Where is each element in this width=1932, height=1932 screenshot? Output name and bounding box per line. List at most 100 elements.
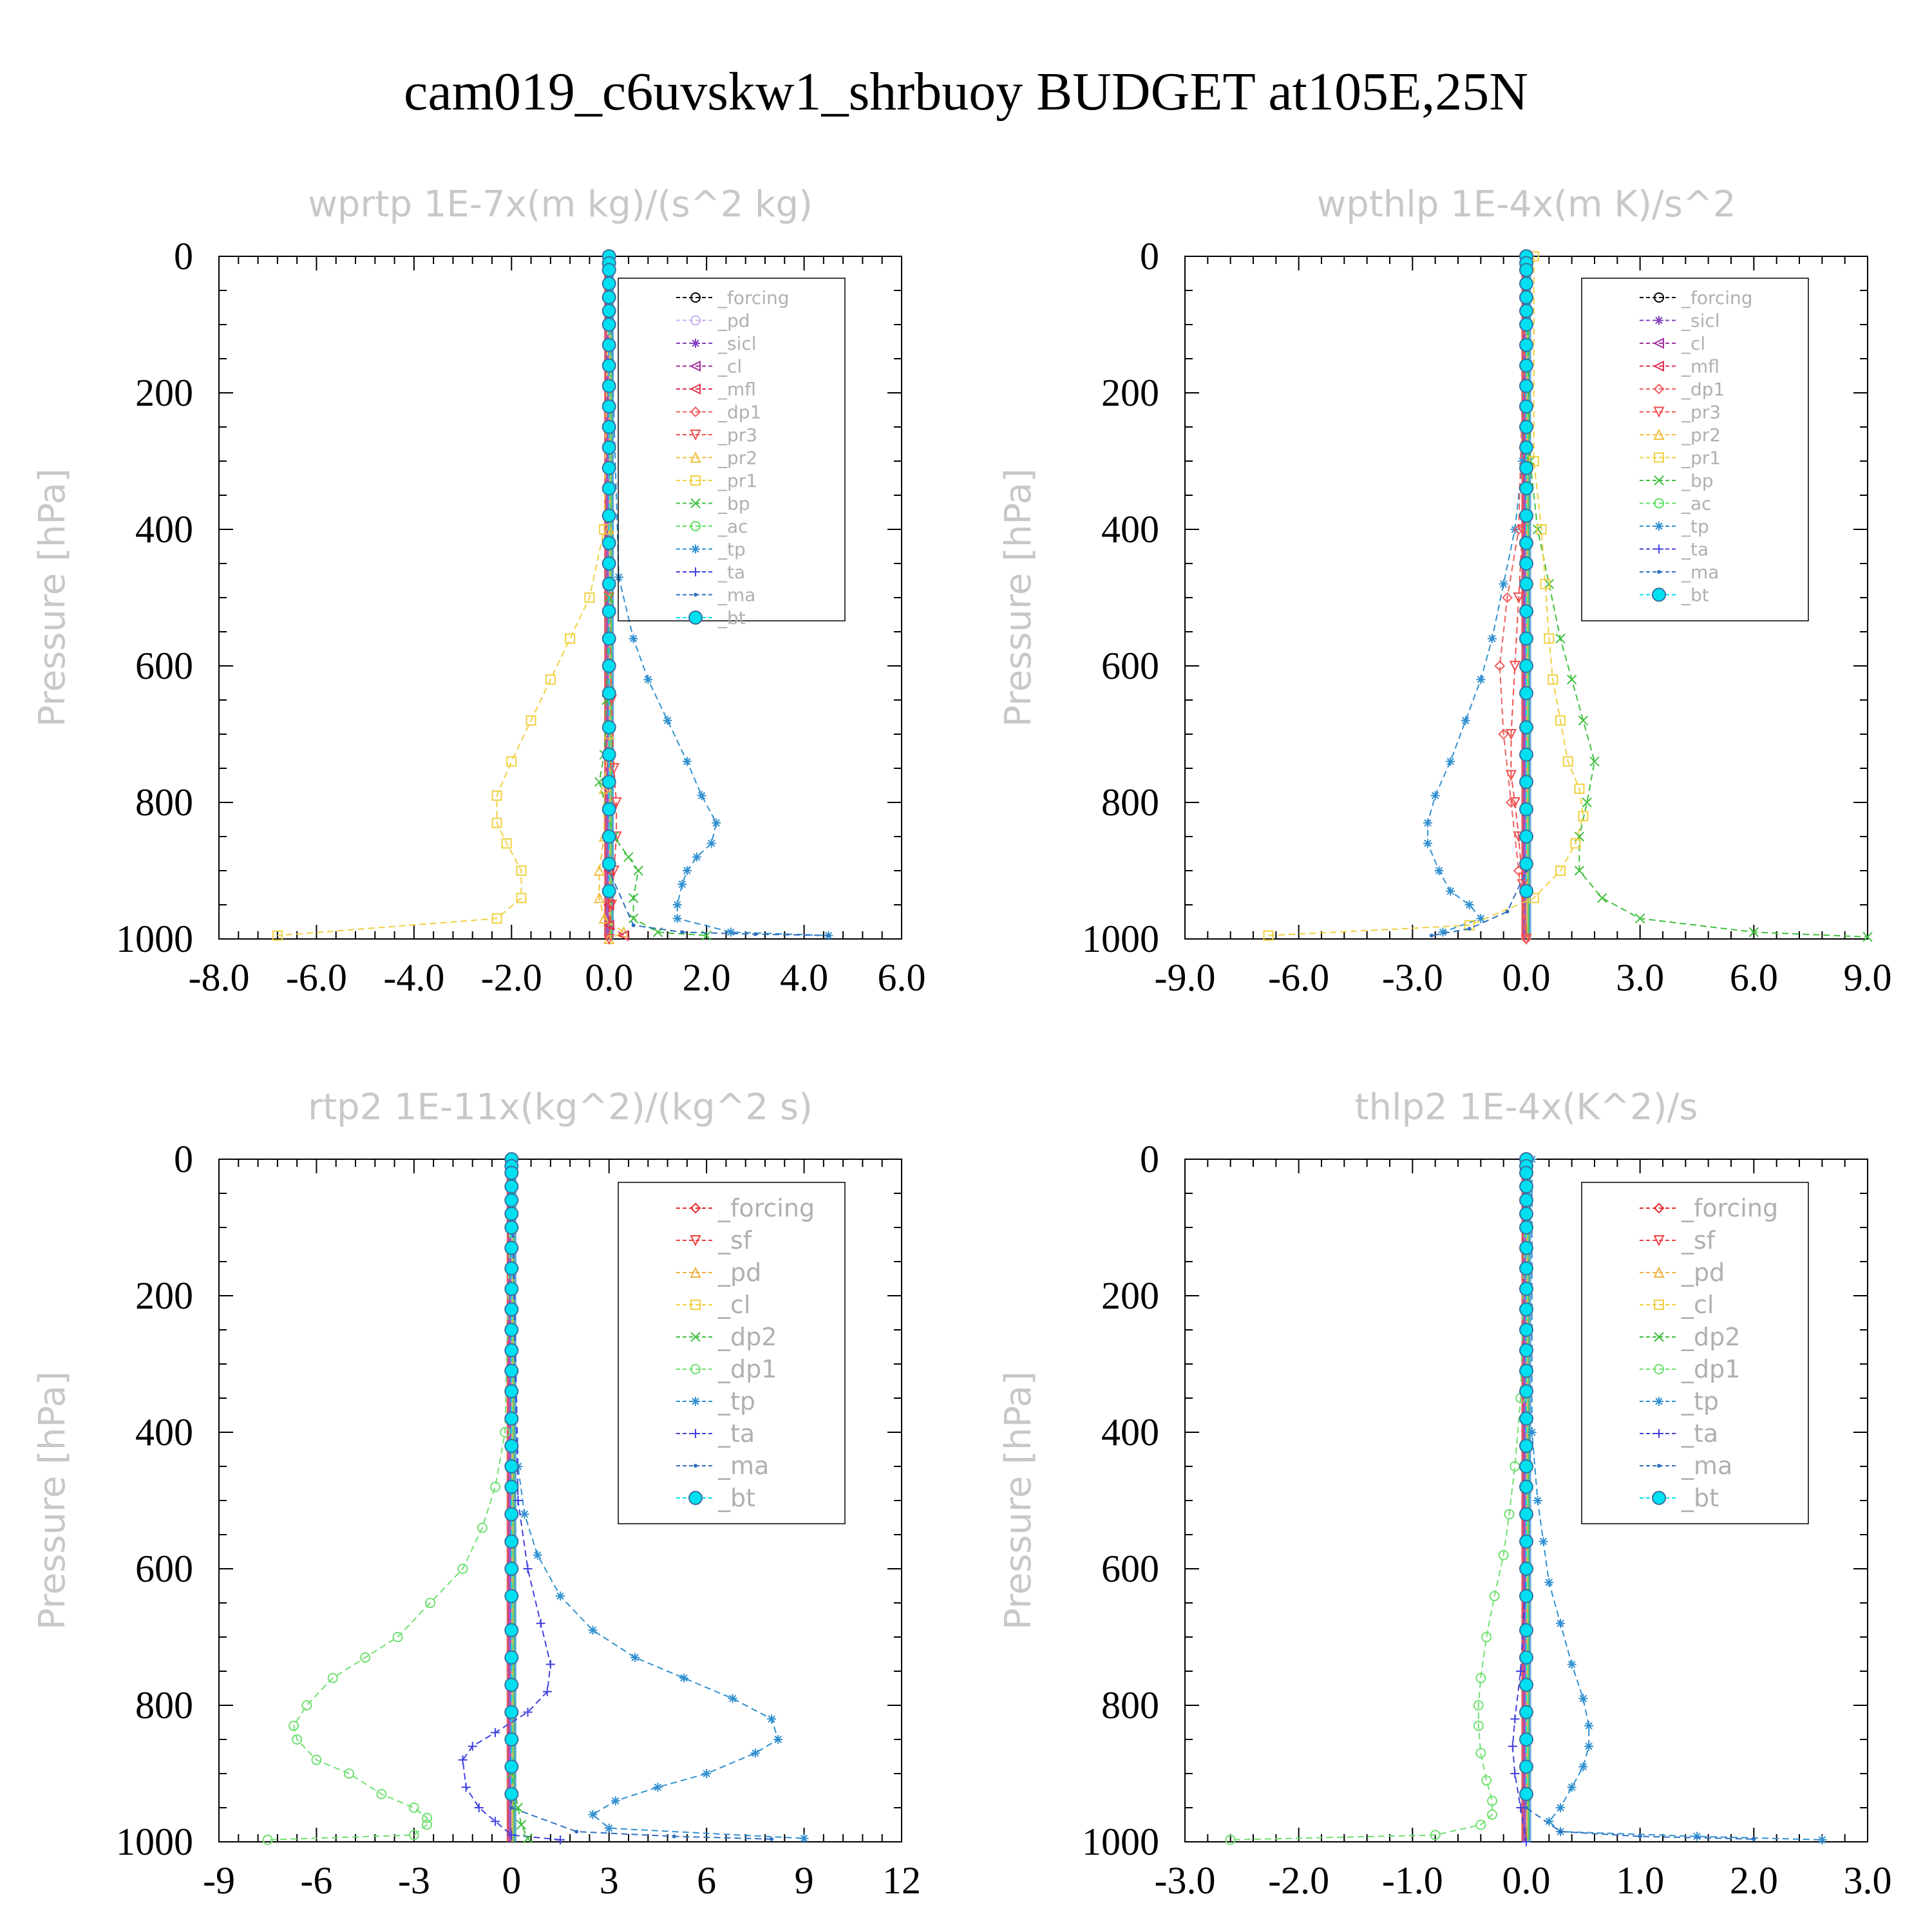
data-point bbox=[292, 1734, 303, 1745]
legend-marker bbox=[1653, 406, 1665, 418]
data-point bbox=[513, 1803, 524, 1813]
data-point bbox=[1556, 1618, 1565, 1628]
x-tick-label: 0.0 bbox=[1502, 1859, 1551, 1902]
y-tick-label: 1000 bbox=[116, 918, 193, 960]
data-point bbox=[601, 337, 616, 352]
data-point bbox=[504, 1282, 519, 1296]
y-tick-label: 400 bbox=[1101, 1411, 1159, 1454]
data-point bbox=[506, 756, 517, 767]
legend-label: _bp bbox=[717, 493, 750, 515]
data-point bbox=[1519, 263, 1533, 278]
data-point bbox=[422, 1819, 433, 1830]
series-line bbox=[608, 256, 829, 936]
data-point bbox=[1429, 933, 1434, 938]
data-point bbox=[601, 440, 616, 455]
data-point bbox=[1519, 276, 1533, 291]
data-point bbox=[504, 1786, 519, 1801]
legend-label: _dp1 bbox=[1681, 1355, 1740, 1383]
data-point bbox=[750, 1748, 760, 1758]
data-point bbox=[301, 1700, 312, 1710]
legend-label: _forcing bbox=[717, 287, 790, 308]
legend-marker bbox=[1653, 337, 1664, 349]
legend-marker bbox=[1657, 1464, 1661, 1468]
data-point bbox=[545, 1660, 555, 1669]
data-point bbox=[504, 1562, 519, 1576]
data-point bbox=[1539, 1537, 1548, 1546]
data-point bbox=[601, 686, 616, 701]
data-point bbox=[1752, 1837, 1756, 1841]
data-point bbox=[604, 1823, 614, 1833]
data-point bbox=[504, 1439, 519, 1454]
data-point bbox=[1558, 1830, 1562, 1834]
data-point bbox=[773, 1735, 783, 1744]
data-point bbox=[614, 573, 623, 582]
legend-label: _pd bbox=[717, 310, 750, 332]
data-point bbox=[799, 1833, 809, 1843]
legend-label: _ta bbox=[1681, 1419, 1718, 1448]
data-point bbox=[1519, 1166, 1533, 1180]
legend-marker bbox=[691, 544, 700, 554]
data-point bbox=[601, 399, 616, 414]
series-bt bbox=[1519, 1152, 1533, 1801]
data-point bbox=[504, 1166, 519, 1180]
legend-label: _ac bbox=[717, 516, 748, 537]
panel-4: thlp2 1E-4x(K^2)/s 0 200 400 600 800 1000-3.0 -… bbox=[998, 1086, 1892, 1902]
data-point bbox=[672, 1834, 676, 1839]
data-point bbox=[504, 1650, 519, 1665]
x-tick-label: -2.0 bbox=[1268, 1859, 1329, 1902]
data-point bbox=[1578, 715, 1589, 726]
data-point bbox=[376, 1788, 387, 1799]
legend-label: _sicl bbox=[1681, 310, 1720, 332]
data-point bbox=[504, 1479, 519, 1494]
data-point bbox=[289, 1720, 299, 1731]
legend: _forcing _sf _pd _cl _dp2 _dp1 _tp _ta _ma _bt bbox=[618, 1182, 846, 1524]
y-axis-label: Pressure [hPa] bbox=[998, 468, 1039, 727]
data-point bbox=[523, 1707, 533, 1717]
data-point bbox=[1524, 1806, 1528, 1810]
legend-marker bbox=[690, 1364, 701, 1374]
data-point bbox=[1461, 715, 1470, 725]
legend-marker bbox=[1654, 544, 1663, 554]
data-point bbox=[601, 604, 616, 619]
data-point bbox=[593, 892, 605, 904]
legend-label: _sicl bbox=[717, 333, 757, 354]
data-point bbox=[1519, 659, 1533, 673]
legend-label: _dp2 bbox=[717, 1323, 777, 1351]
data-point bbox=[565, 633, 576, 644]
data-point bbox=[1519, 775, 1533, 790]
data-point bbox=[1562, 756, 1573, 767]
data-point bbox=[1476, 675, 1486, 685]
data-point bbox=[392, 1632, 403, 1642]
data-point bbox=[598, 912, 610, 924]
data-point bbox=[633, 866, 643, 876]
panel-title: wpthlp 1E-4x(m K)/s^2 bbox=[1316, 184, 1736, 225]
legend: _forcing _sf _pd _cl _dp2 _dp1 _tp _ta _ma _bt bbox=[1581, 1182, 1809, 1524]
legend-label: _bt bbox=[717, 1484, 755, 1512]
series-line bbox=[1426, 256, 1527, 933]
data-point bbox=[504, 1343, 519, 1358]
data-point bbox=[504, 1759, 519, 1774]
data-point bbox=[601, 802, 616, 817]
data-point bbox=[653, 1783, 663, 1792]
y-tick-label: 1000 bbox=[116, 1821, 193, 1863]
legend-label: _tp bbox=[1681, 1387, 1719, 1416]
x-tick-label: -6.0 bbox=[1268, 956, 1329, 999]
data-point bbox=[1578, 1762, 1588, 1772]
x-tick-label: -1.0 bbox=[1382, 1859, 1443, 1902]
data-point bbox=[1519, 1534, 1533, 1549]
x-tick-label: 0 bbox=[502, 1859, 521, 1902]
x-tick-label: -3.0 bbox=[1155, 1859, 1216, 1902]
series-line bbox=[1511, 1159, 1527, 1842]
data-point bbox=[603, 934, 615, 945]
legend-box bbox=[618, 278, 846, 621]
y-tick-label: 400 bbox=[1101, 508, 1159, 551]
data-point bbox=[603, 592, 615, 604]
data-point bbox=[601, 631, 616, 646]
series-line bbox=[608, 256, 829, 936]
data-point bbox=[584, 592, 595, 603]
x-tick-label: 3 bbox=[600, 1859, 619, 1902]
data-point bbox=[1430, 791, 1440, 800]
legend-label: _dp1 bbox=[1681, 379, 1725, 400]
data-point bbox=[491, 1728, 500, 1738]
